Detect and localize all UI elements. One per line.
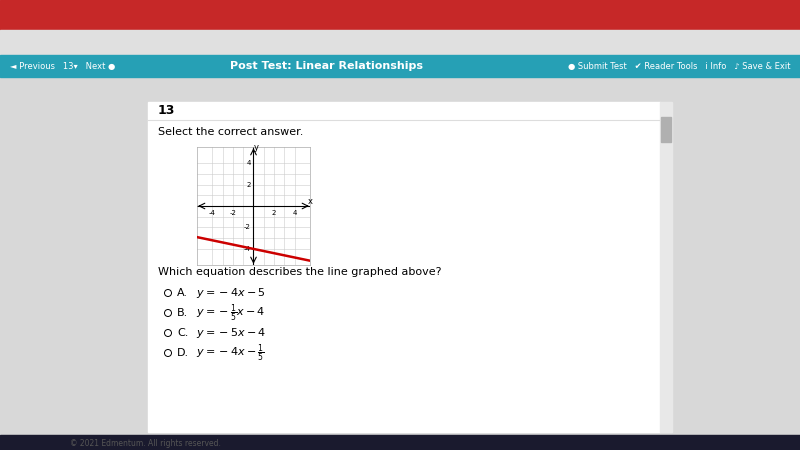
Text: -4: -4 (209, 210, 216, 216)
Bar (0, 0, 800, 55)
Bar (0, 435, 800, 450)
Text: $y = -5x - 4$: $y = -5x - 4$ (196, 326, 266, 340)
Bar (660, 102, 672, 432)
Text: $y = -4x - \frac{1}{5}$: $y = -4x - \frac{1}{5}$ (196, 342, 265, 364)
Bar (0, 0, 800, 30)
Text: -2: -2 (244, 225, 251, 230)
Text: x: x (307, 197, 313, 206)
Bar (0, 77, 800, 435)
Text: 13: 13 (158, 104, 175, 117)
Text: D.: D. (177, 348, 189, 358)
Text: 2: 2 (246, 181, 251, 188)
Bar (0, 30, 800, 55)
Text: 4: 4 (246, 160, 251, 166)
Text: $y = -4x - 5$: $y = -4x - 5$ (196, 286, 266, 300)
Bar (0, 435, 800, 450)
Text: B.: B. (177, 308, 188, 318)
Text: $y = -\frac{1}{5}x - 4$: $y = -\frac{1}{5}x - 4$ (196, 302, 266, 324)
Text: Which equation describes the line graphed above?: Which equation describes the line graphe… (158, 267, 442, 277)
Text: Select the correct answer.: Select the correct answer. (158, 127, 303, 137)
Bar (0, 55, 800, 77)
Bar (661, 117, 671, 142)
Text: Post Test: Linear Relationships: Post Test: Linear Relationships (230, 61, 423, 71)
Text: ◄ Previous   13▾   Next ●: ◄ Previous 13▾ Next ● (10, 62, 115, 71)
Text: -4: -4 (244, 246, 251, 252)
Text: ● Submit Test   ✔ Reader Tools   i Info   ♪ Save & Exit: ● Submit Test ✔ Reader Tools i Info ♪ Sa… (567, 62, 790, 71)
Text: 2: 2 (272, 210, 276, 216)
Bar (148, 102, 660, 432)
Text: C.: C. (177, 328, 188, 338)
Text: y: y (254, 143, 259, 152)
Text: © 2021 Edmentum. All rights reserved.: © 2021 Edmentum. All rights reserved. (70, 438, 221, 447)
Text: -2: -2 (230, 210, 236, 216)
Text: 4: 4 (293, 210, 297, 216)
Text: A.: A. (177, 288, 188, 298)
